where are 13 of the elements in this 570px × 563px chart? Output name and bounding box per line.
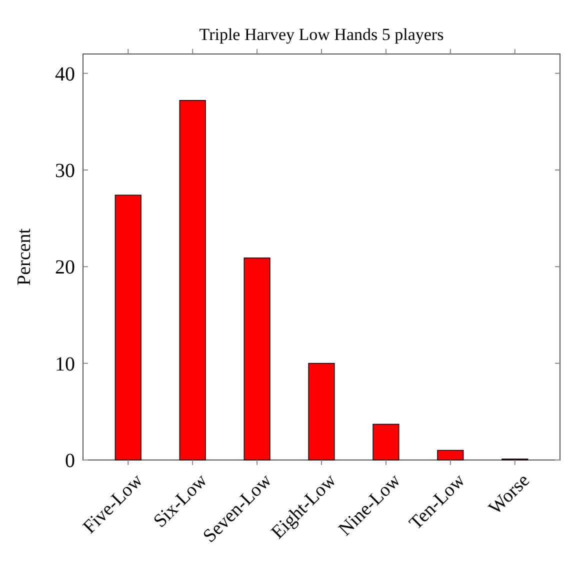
- bar: [308, 362, 335, 460]
- y-tick-label: 40: [55, 63, 75, 86]
- y-axis-title: Percent: [14, 228, 35, 286]
- y-tick-label: 20: [55, 256, 75, 279]
- y-tick-label: 0: [65, 450, 75, 472]
- bar: [437, 450, 464, 460]
- bar: [179, 100, 206, 460]
- y-tick-label: 30: [55, 160, 75, 182]
- chart-title: Triple Harvey Low Hands 5 players: [199, 25, 444, 44]
- bar: [114, 194, 142, 460]
- y-tick-label: 10: [55, 353, 75, 376]
- bar: [244, 258, 270, 460]
- bar: [372, 424, 400, 460]
